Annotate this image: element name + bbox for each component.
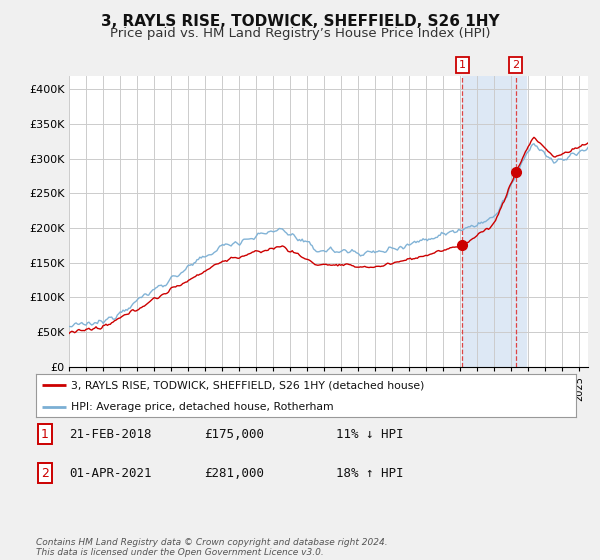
Text: HPI: Average price, detached house, Rotherham: HPI: Average price, detached house, Roth… <box>71 402 334 412</box>
Bar <box>461 76 526 367</box>
Text: 1: 1 <box>459 60 466 70</box>
Text: £175,000: £175,000 <box>204 427 264 441</box>
Text: 3, RAYLS RISE, TODWICK, SHEFFIELD, S26 1HY (detached house): 3, RAYLS RISE, TODWICK, SHEFFIELD, S26 1… <box>71 380 424 390</box>
Text: Price paid vs. HM Land Registry’s House Price Index (HPI): Price paid vs. HM Land Registry’s House … <box>110 27 490 40</box>
Text: 2: 2 <box>41 466 49 480</box>
Text: £281,000: £281,000 <box>204 466 264 480</box>
Text: 18% ↑ HPI: 18% ↑ HPI <box>336 466 404 480</box>
Text: 21-FEB-2018: 21-FEB-2018 <box>69 427 151 441</box>
Text: Contains HM Land Registry data © Crown copyright and database right 2024.
This d: Contains HM Land Registry data © Crown c… <box>36 538 388 557</box>
Text: 11% ↓ HPI: 11% ↓ HPI <box>336 427 404 441</box>
Text: 01-APR-2021: 01-APR-2021 <box>69 466 151 480</box>
Text: 2: 2 <box>512 60 519 70</box>
Text: 1: 1 <box>41 427 49 441</box>
Text: 3, RAYLS RISE, TODWICK, SHEFFIELD, S26 1HY: 3, RAYLS RISE, TODWICK, SHEFFIELD, S26 1… <box>101 14 499 29</box>
